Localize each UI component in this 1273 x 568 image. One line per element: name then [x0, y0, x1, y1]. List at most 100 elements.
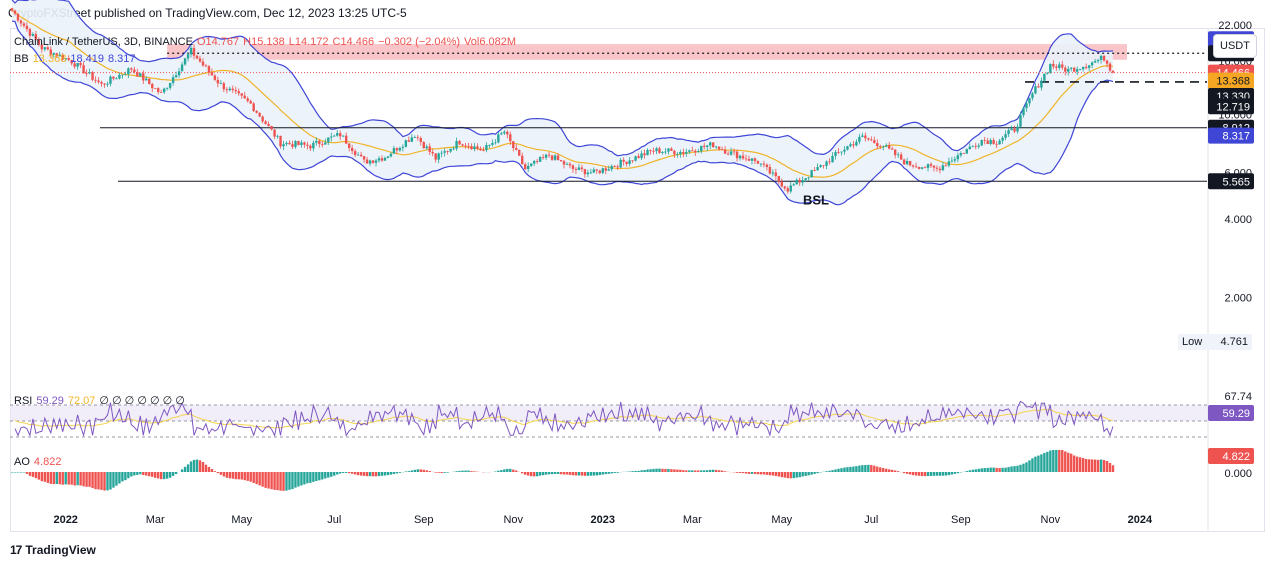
x-tick-label: Sep	[414, 514, 434, 526]
ao-bar	[228, 472, 232, 479]
candle-body	[783, 186, 786, 189]
candle-body	[347, 143, 351, 148]
candle-body	[667, 148, 670, 152]
ao-bar	[497, 470, 500, 472]
candle-body	[270, 125, 273, 130]
candle-body	[831, 155, 834, 163]
ao-bar	[28, 472, 32, 476]
candle-body	[154, 88, 157, 89]
candle-body	[980, 140, 983, 146]
candle-body	[449, 148, 452, 152]
ao-bar	[640, 470, 643, 472]
ao-bar	[327, 472, 330, 478]
candle-body	[225, 89, 229, 91]
ao-bar	[834, 469, 837, 472]
candle-body	[1049, 63, 1052, 73]
ao-bar	[956, 472, 960, 474]
ao-bar	[473, 471, 476, 472]
ao-bar	[547, 472, 551, 475]
ao-bar	[843, 467, 846, 472]
ao-bar	[151, 472, 154, 477]
ao-bar	[145, 472, 148, 476]
published-header: CryptoFXStreet published on TradingView.…	[8, 6, 407, 20]
candle-body	[837, 151, 840, 153]
candle-body	[473, 146, 476, 150]
candle-body	[118, 74, 121, 79]
candle-body	[1043, 73, 1046, 81]
candle-body	[186, 54, 190, 59]
ao-bar	[873, 465, 876, 472]
ao-bar	[73, 472, 76, 486]
ao-bar	[771, 472, 775, 476]
bb-basis-line	[11, 9, 1114, 178]
candle-body	[703, 145, 706, 147]
candle-body	[535, 161, 539, 162]
candle-body	[625, 161, 628, 164]
candle-body	[846, 146, 849, 150]
candle-body	[31, 34, 35, 36]
ao-bar	[965, 471, 968, 472]
ao-bar	[383, 472, 387, 476]
candle-body	[920, 167, 924, 169]
ao-bar	[911, 472, 915, 476]
candle-body	[664, 151, 667, 153]
candle-body	[353, 151, 357, 155]
ao-bar	[1111, 465, 1115, 472]
candle-body	[339, 133, 342, 137]
candle-body	[771, 172, 775, 174]
candle-body	[637, 156, 640, 158]
candle-body	[350, 147, 354, 152]
ao-bar	[100, 472, 103, 490]
ao-bar	[1061, 450, 1064, 472]
candle-body	[240, 93, 243, 96]
ao-bar	[1064, 451, 1067, 472]
ao-bar	[321, 472, 324, 480]
candle-body	[1016, 126, 1019, 132]
candle-body	[726, 153, 730, 155]
ao-bar	[995, 467, 998, 472]
currency-button[interactable]: USDT	[1213, 34, 1257, 58]
ao-bar	[855, 466, 858, 472]
candle-body	[896, 154, 900, 156]
ao-bar	[300, 472, 303, 486]
bb-upper-line	[11, 0, 1114, 157]
candle-body	[526, 165, 530, 170]
ao-bar	[16, 472, 20, 473]
candle-body	[91, 72, 94, 80]
candle-body	[1099, 55, 1103, 60]
ao-bar	[419, 469, 422, 472]
candle-body	[422, 141, 425, 149]
candle-body	[1025, 103, 1028, 109]
ao-bar	[568, 472, 572, 475]
volume-value: Vol6.082M	[464, 36, 517, 48]
ao-bar	[25, 472, 29, 474]
ao-bar	[464, 470, 467, 472]
ao-bar	[723, 471, 727, 472]
candle-body	[1022, 108, 1025, 116]
ao-bar	[735, 472, 739, 473]
ao-bar	[780, 472, 784, 478]
low-label-text: Low	[1182, 336, 1203, 348]
candle-body	[700, 145, 703, 152]
ao-bar	[515, 470, 518, 472]
candle-body	[416, 137, 419, 139]
ao-bar	[297, 472, 300, 487]
candle-body	[455, 141, 458, 149]
ao-bar	[753, 472, 757, 475]
tradingview-footer[interactable]: 17 TradingView	[10, 543, 96, 557]
candle-body	[297, 141, 300, 145]
ao-bar	[631, 471, 634, 472]
candle-body	[840, 151, 843, 153]
ao-bar	[1010, 466, 1013, 472]
ao-bar	[273, 472, 276, 490]
candle-body	[70, 59, 73, 64]
ao-bar	[1067, 452, 1070, 472]
candle-body	[413, 137, 417, 138]
candle-body	[774, 172, 778, 177]
candle-body	[327, 137, 330, 143]
candle-body	[1084, 66, 1088, 68]
candle-body	[932, 165, 936, 168]
candle-body	[330, 136, 333, 138]
